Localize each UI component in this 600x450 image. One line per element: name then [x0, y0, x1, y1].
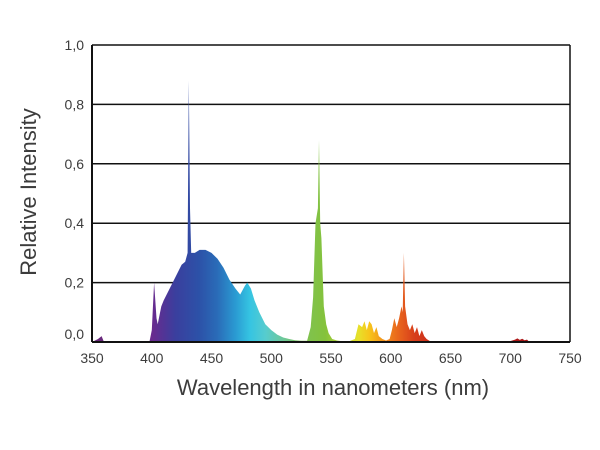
- y-tick-label-5: 1,0: [65, 37, 85, 53]
- x-tick-label-4: 550: [319, 350, 343, 366]
- x-tick-label-6: 650: [439, 350, 463, 366]
- y-tick-label-1: 0,2: [65, 275, 85, 291]
- x-tick-label-8: 750: [558, 350, 582, 366]
- y-tick-label-0: 0,0: [65, 326, 85, 342]
- y-tick-label-2: 0,4: [65, 215, 85, 231]
- y-tick-labels: 0,0 0,2 0,4 0,6 0,8 1,0: [65, 37, 85, 342]
- x-tick-label-2: 450: [200, 350, 224, 366]
- x-tick-label-7: 700: [499, 350, 523, 366]
- y-axis-title: Relative Intensity: [16, 108, 41, 276]
- x-tick-label-3: 500: [260, 350, 284, 366]
- spectrum-area: [92, 80, 570, 342]
- plot-frame: [91, 44, 571, 343]
- y-tick-label-4: 0,8: [65, 96, 85, 112]
- spectrum-series-0: [92, 80, 570, 342]
- x-tick-label-5: 600: [379, 350, 403, 366]
- gridlines: [92, 103, 570, 284]
- x-tick-label-1: 400: [140, 350, 164, 366]
- x-tick-label-0: 350: [80, 350, 104, 366]
- x-axis-title: Wavelength in nanometers (nm): [177, 375, 489, 400]
- x-tick-labels: 350 400 450 500 550 600 650 700 750: [80, 350, 582, 366]
- y-tick-label-3: 0,6: [65, 156, 85, 172]
